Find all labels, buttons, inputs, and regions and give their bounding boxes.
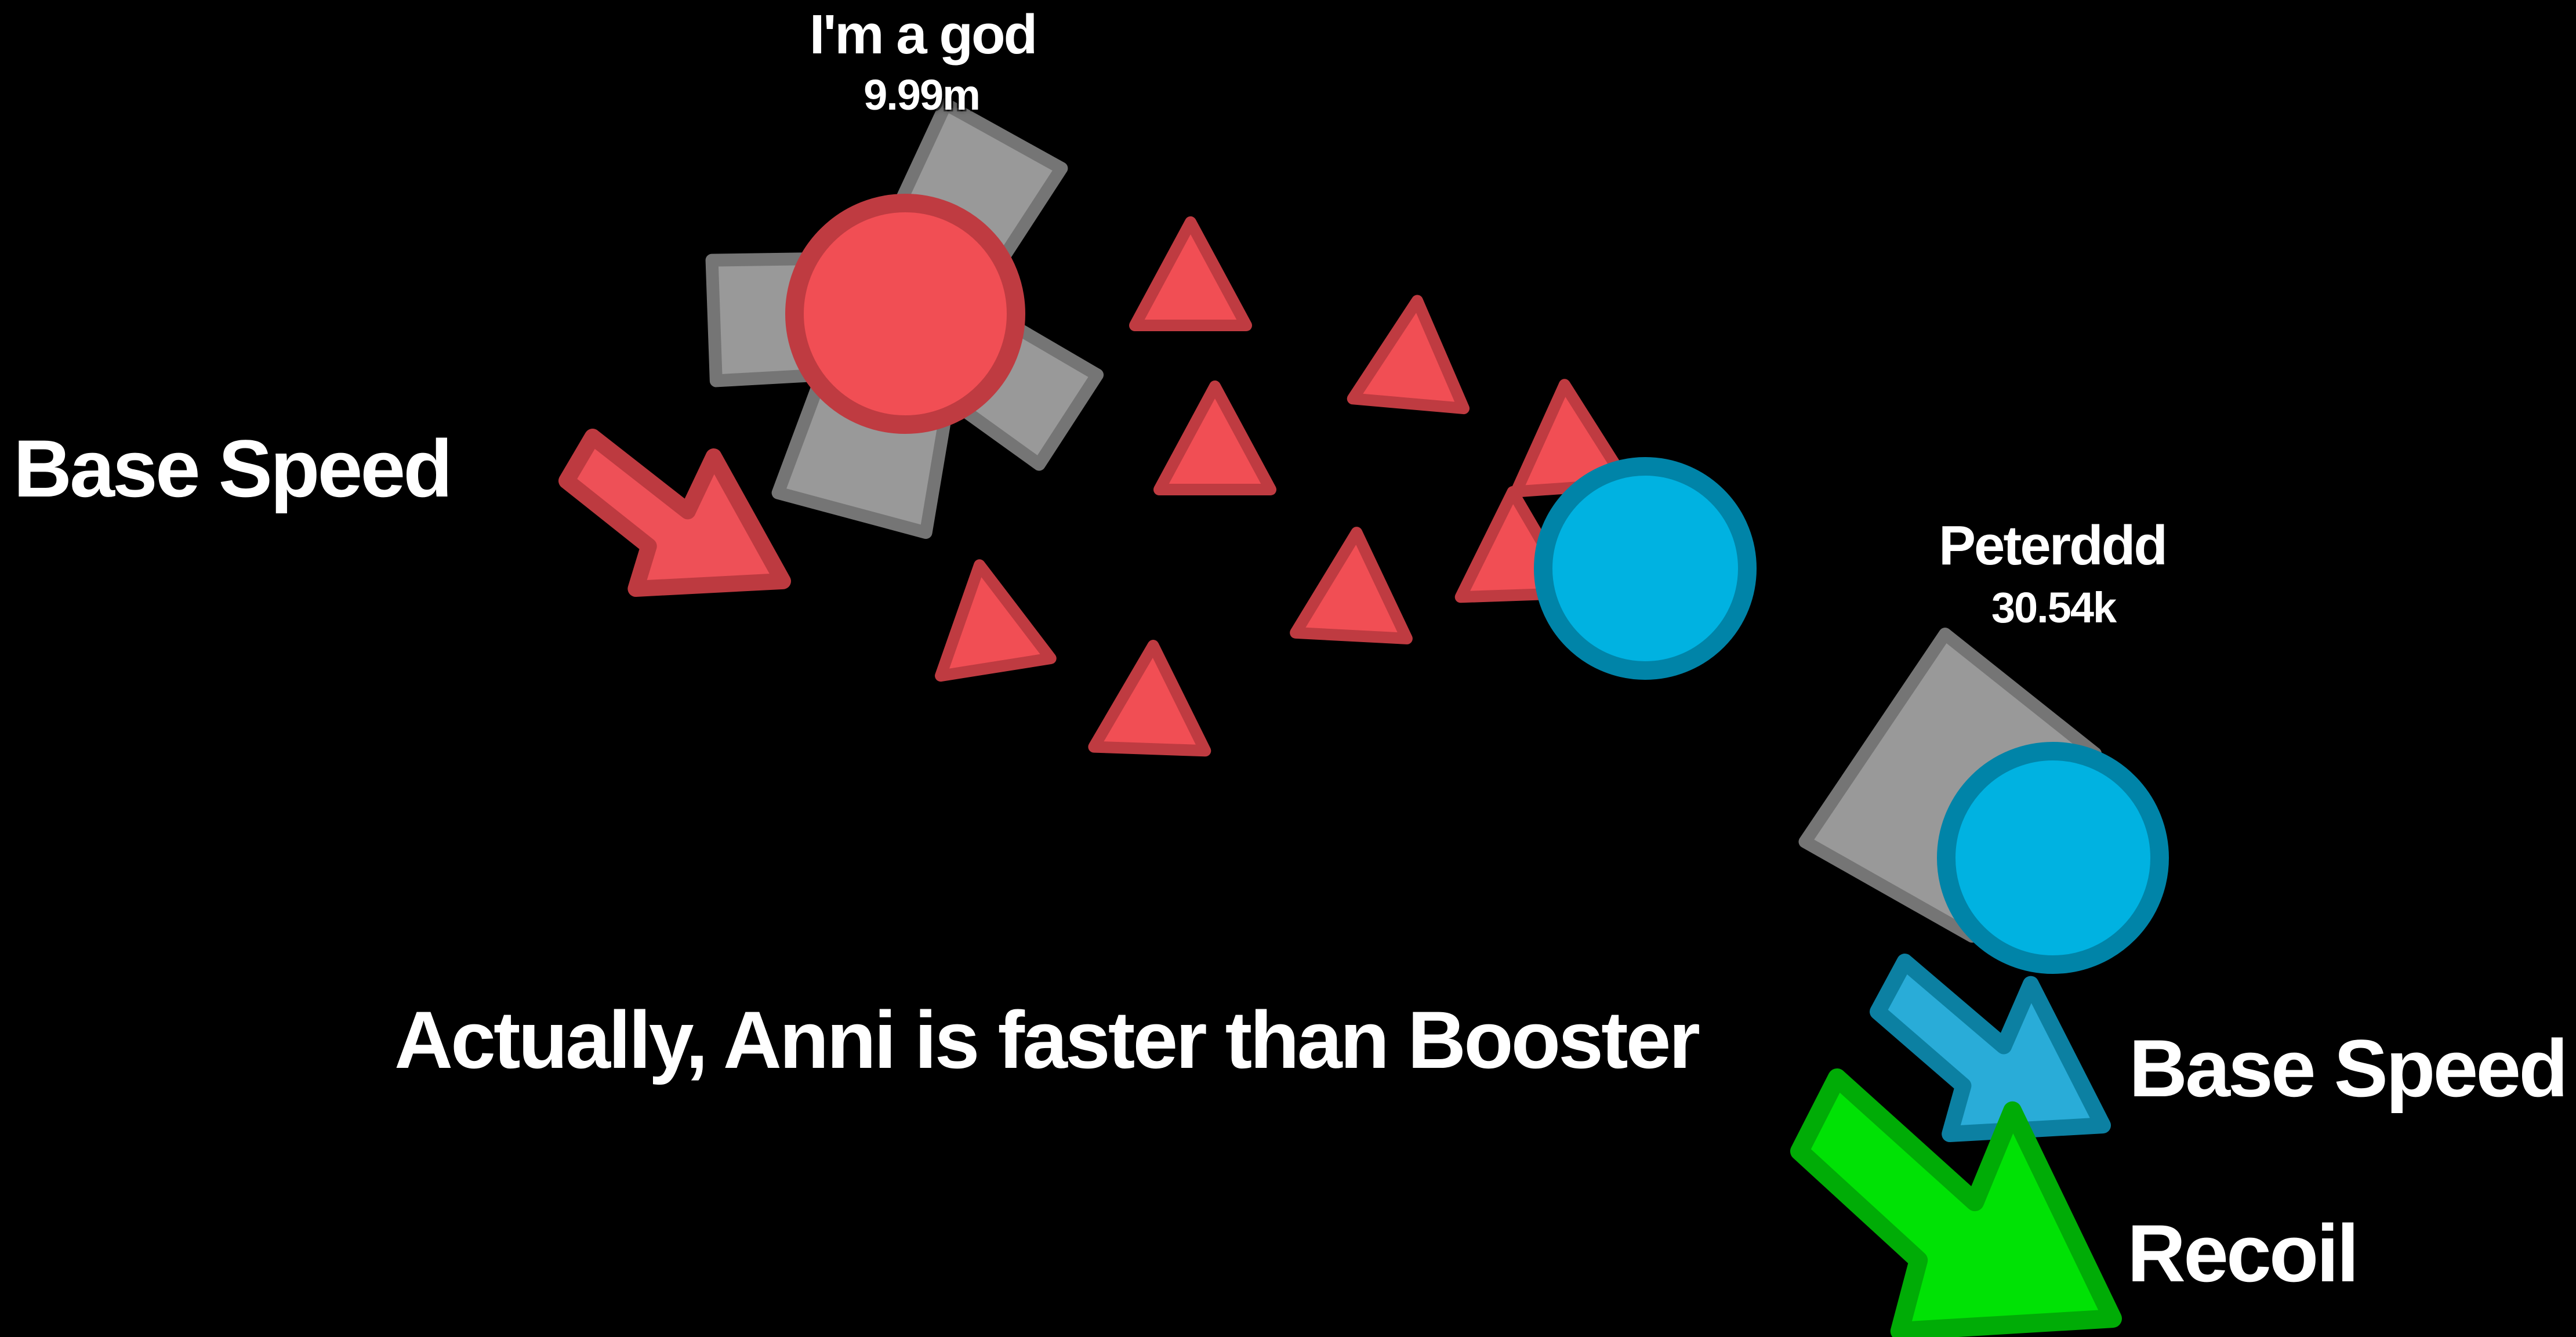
red-player-score-label: 9.99m (863, 71, 981, 119)
crasher-triangle (1088, 640, 1211, 757)
caption-label: Actually, Anni is faster than Booster (394, 994, 1700, 1085)
crasher-triangle (1153, 381, 1276, 495)
blue-tank-body (1937, 742, 2169, 974)
crasher-triangle (1290, 527, 1413, 644)
recoil-label: Recoil (2127, 1208, 2359, 1299)
blue-base-speed-arrow (1878, 962, 2103, 1134)
crasher-triangle (935, 559, 1057, 682)
arrow-down-right-icon (567, 437, 783, 589)
blue-player-score-label: 30.54k (1991, 584, 2117, 632)
arrow-down-right-icon (1878, 962, 2103, 1134)
base-speed-label-right: Base Speed (2129, 1023, 2568, 1114)
crasher-field (935, 216, 1634, 757)
red-tank-body (785, 194, 1025, 434)
crasher-triangle (1129, 216, 1252, 331)
blue-player-name-label: Peterddd (1938, 514, 2168, 577)
base-speed-label-left: Base Speed (13, 423, 453, 514)
blue-bullet (1534, 457, 1757, 680)
green-recoil-arrow (1799, 1078, 2113, 1331)
red-base-speed-arrow (567, 437, 783, 589)
crasher-triangle (1347, 295, 1470, 415)
blue-tank (1798, 628, 2169, 974)
arrow-down-right-icon (1799, 1078, 2113, 1331)
red-player-name-label: I'm a god (809, 3, 1038, 66)
red-tank (705, 97, 1104, 539)
